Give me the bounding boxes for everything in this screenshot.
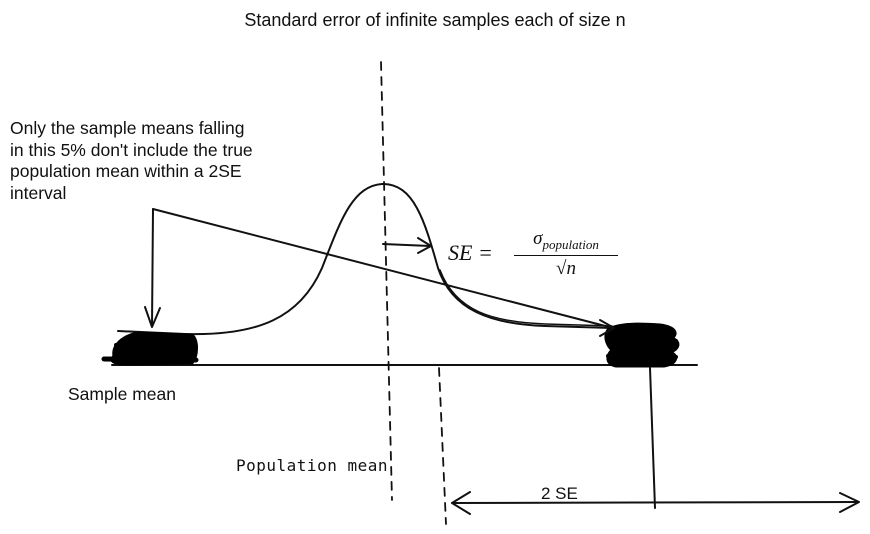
tail-annotation-line-3: population mean within a 2SE (10, 161, 242, 181)
formula-lhs: SE = (448, 240, 493, 265)
se-arrow (382, 237, 432, 254)
tail-annotation-line-2: in this 5% don't include the true (10, 139, 253, 160)
formula-fraction-bar (514, 254, 618, 256)
right-tail-drop-line (649, 367, 656, 509)
right-tail-region (604, 322, 680, 368)
left-tail-region (101, 331, 199, 366)
axis-label: Sample mean (68, 384, 176, 404)
diagram-title: Standard error of infinite samples each … (244, 10, 626, 30)
sampling-distribution-curve (117, 182, 613, 336)
formula-fraction: σpopulation √n (514, 228, 618, 280)
population-mean-line (380, 61, 393, 501)
tail-annotation: Only the sample means falling in this 5%… (10, 118, 310, 204)
formula-subscript: population (542, 236, 599, 252)
population-mean-label: Population mean (236, 456, 388, 475)
tail-annotation-line-4: interval (10, 182, 67, 203)
annotation-pointer (144, 208, 615, 337)
two-se-double-arrow (451, 491, 860, 515)
two-se-boundary-line (438, 367, 447, 525)
tail-annotation-line-1: Only the sample means falling (10, 118, 245, 138)
two-se-label: 2 SE (541, 484, 578, 503)
formula-numerator: σpopulation (514, 228, 618, 253)
formula-sigma: σ (533, 228, 543, 249)
formula-denominator: √n (556, 257, 576, 279)
